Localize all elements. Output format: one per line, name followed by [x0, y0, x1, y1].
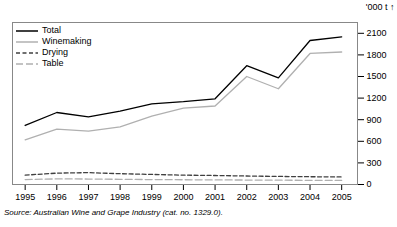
- svg-text:1999: 1999: [142, 192, 162, 202]
- svg-text:2100: 2100: [367, 28, 387, 38]
- svg-text:1500: 1500: [367, 71, 387, 81]
- html-text:Table: Table: [42, 58, 64, 68]
- svg-text:2005: 2005: [332, 192, 352, 202]
- svg-text:1996: 1996: [47, 192, 67, 202]
- svg-text:2004: 2004: [300, 192, 320, 202]
- html-text:Source: Australian Wine and Gr: Source: Australian Wine and Grape Indust…: [4, 208, 223, 217]
- svg-text:1995: 1995: [15, 192, 35, 202]
- svg-text:1800: 1800: [367, 50, 387, 60]
- svg-text:2003: 2003: [268, 192, 288, 202]
- svg-text:1998: 1998: [110, 192, 130, 202]
- svg-text:900: 900: [367, 115, 382, 125]
- html-text:Winemaking: Winemaking: [42, 36, 92, 46]
- svg-text:1997: 1997: [78, 192, 98, 202]
- svg-text:2001: 2001: [205, 192, 225, 202]
- svg-text:'000 t ↑: '000 t ↑: [366, 2, 395, 12]
- svg-text:600: 600: [367, 136, 382, 146]
- svg-text:2000: 2000: [173, 192, 193, 202]
- svg-text:300: 300: [367, 158, 382, 168]
- html-text:Total: Total: [42, 25, 61, 35]
- svg-text:2002: 2002: [237, 192, 257, 202]
- svg-text:0: 0: [367, 179, 372, 189]
- html-text:Drying: Drying: [42, 47, 68, 57]
- svg-text:1200: 1200: [367, 93, 387, 103]
